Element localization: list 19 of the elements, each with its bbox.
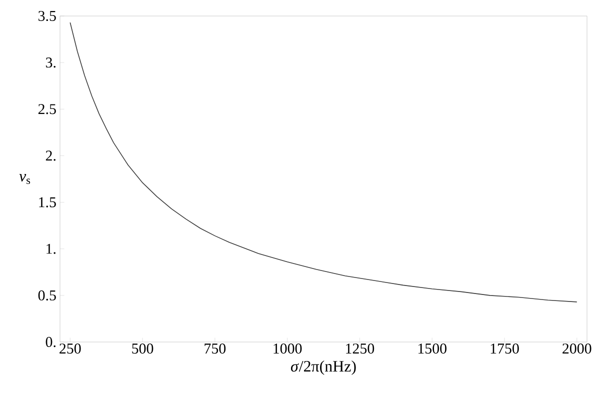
x-tick-label: 500 [132,344,154,354]
y-tick-label: 1. [46,244,56,254]
y-axis-title: ν$_{s}$ [19,174,30,184]
x-tick-label: 250 [60,344,81,354]
y-tick-label: 2.5 [38,104,56,114]
y-tick-label: 2. [46,150,56,161]
y-tick-label: 1.5 [39,197,56,208]
x-axis-title: σ/2π(nHz) [290,360,356,375]
x-tick-label: 750 [204,344,226,354]
y-tick-label: 3.5 [38,10,56,22]
x-tick-label: 2000 [562,344,592,354]
x-tick-label: 1250 [346,344,374,354]
y-tick-label: 3. [46,58,56,68]
line-series [70,22,578,302]
x-tick-label: 1500 [418,344,446,354]
x-tick-label: 1000 [274,344,302,354]
y-tick-label: 0. [46,336,56,348]
y-tick-label: 0.5 [38,290,56,301]
x-tick-label: 1750 [490,344,519,354]
